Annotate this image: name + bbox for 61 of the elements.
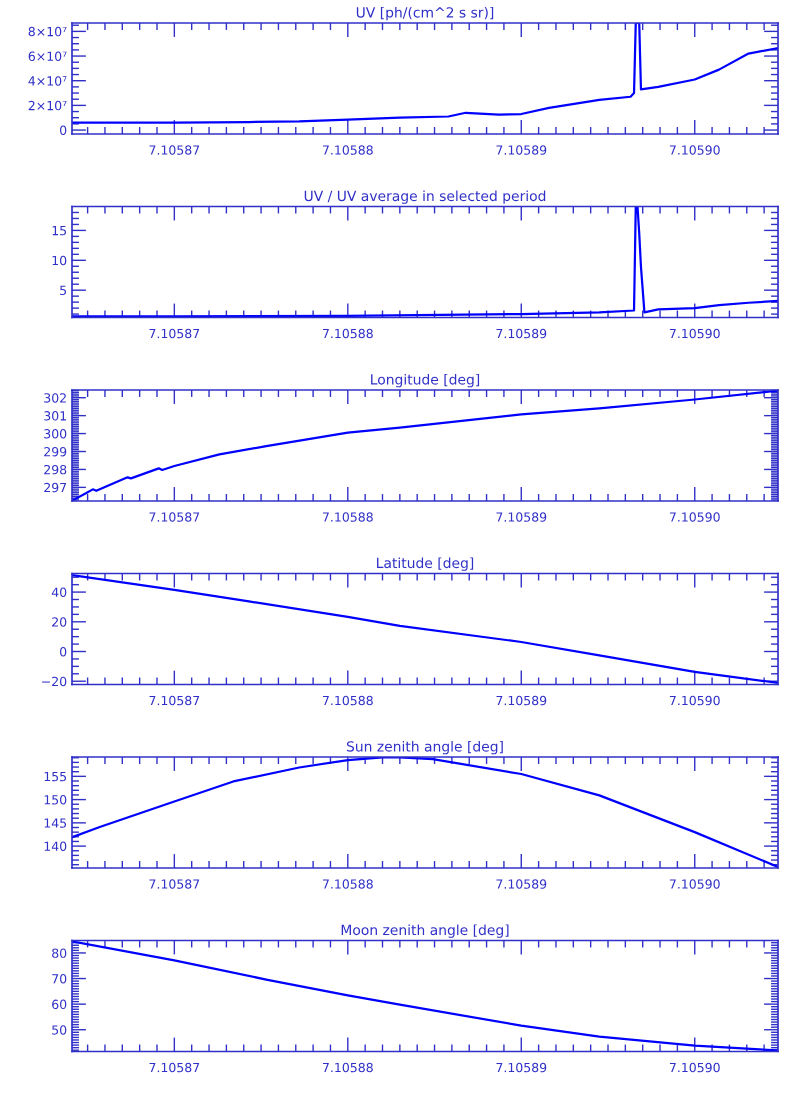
x-tick-label: 7.10588 — [322, 879, 373, 889]
x-tick-label: 7.10587 — [149, 145, 200, 155]
chart-title: UV [ph/(cm^2 s sr)] — [356, 6, 494, 21]
x-tick-label: 7.10588 — [322, 145, 373, 155]
y-tick-label: 20 — [52, 617, 67, 627]
line-series — [72, 206, 778, 318]
x-tick-label: 7.10589 — [496, 1062, 547, 1073]
y-tick-label: 150 — [44, 795, 67, 805]
x-tick-label: 7.10590 — [669, 328, 720, 339]
y-tick-label: 4×10⁷ — [28, 76, 67, 86]
x-tick-label: 7.10587 — [149, 879, 200, 889]
x-tick-label: 7.10590 — [669, 695, 720, 706]
y-tick-label: 298 — [44, 464, 67, 475]
x-tick-label: 7.10588 — [322, 328, 373, 339]
x-tick-label: 7.10588 — [322, 695, 373, 706]
x-tick-label: 7.10589 — [496, 328, 547, 339]
y-tick-label: 2×10⁷ — [28, 100, 67, 111]
x-tick-label: 7.10590 — [669, 879, 720, 889]
line-series — [72, 390, 778, 501]
y-tick-label: 0 — [60, 125, 67, 135]
x-tick-label: 7.10589 — [496, 695, 547, 706]
y-tick-label: 70 — [52, 974, 67, 984]
x-tick-label: 7.10590 — [669, 512, 720, 522]
chart-title: Moon zenith angle [deg] — [341, 924, 509, 938]
line-series — [72, 940, 778, 1052]
y-tick-label: 8×10⁷ — [28, 26, 67, 37]
y-tick-label: 5 — [60, 285, 67, 296]
y-tick-label: 299 — [44, 446, 67, 457]
y-tick-label: 297 — [44, 482, 67, 493]
x-tick-label: 7.10587 — [149, 695, 200, 706]
line-series — [72, 757, 778, 868]
y-tick-label: 0 — [60, 646, 67, 657]
x-tick-label: 7.10587 — [149, 512, 200, 522]
chart-title: Sun zenith angle [deg] — [346, 740, 503, 755]
x-tick-label: 7.10588 — [322, 512, 373, 522]
x-tick-label: 7.10590 — [669, 145, 720, 155]
x-tick-label: 7.10587 — [149, 1062, 200, 1073]
chart-title: UV / UV average in selected period — [304, 190, 546, 204]
y-tick-label: 301 — [44, 411, 66, 421]
chart-title: Latitude [deg] — [377, 557, 474, 571]
y-tick-label: 40 — [51, 587, 67, 597]
y-tick-label: 302 — [44, 393, 66, 403]
y-tick-label: 60 — [52, 999, 67, 1010]
y-tick-label: 15 — [52, 226, 67, 236]
y-tick-label: 6×10⁷ — [28, 51, 67, 61]
x-tick-label: 7.10588 — [322, 1062, 373, 1073]
y-tick-label: 145 — [44, 818, 67, 828]
x-tick-label: 7.10590 — [669, 1062, 720, 1073]
x-tick-label: 7.10589 — [496, 512, 547, 522]
y-tick-label: 140 — [44, 841, 67, 852]
y-tick-label: 10 — [52, 255, 67, 266]
y-tick-label: 80 — [52, 948, 67, 958]
line-series — [72, 574, 778, 684]
x-tick-label: 7.10589 — [496, 879, 547, 889]
y-tick-label: −20 — [42, 676, 67, 687]
x-tick-label: 7.10587 — [149, 328, 200, 339]
x-tick-label: 7.10589 — [496, 145, 547, 155]
y-tick-label: 50 — [52, 1025, 67, 1035]
y-tick-label: 155 — [44, 771, 67, 782]
chart-title: Longitude [deg] — [371, 373, 480, 388]
y-tick-label: 300 — [44, 429, 67, 439]
